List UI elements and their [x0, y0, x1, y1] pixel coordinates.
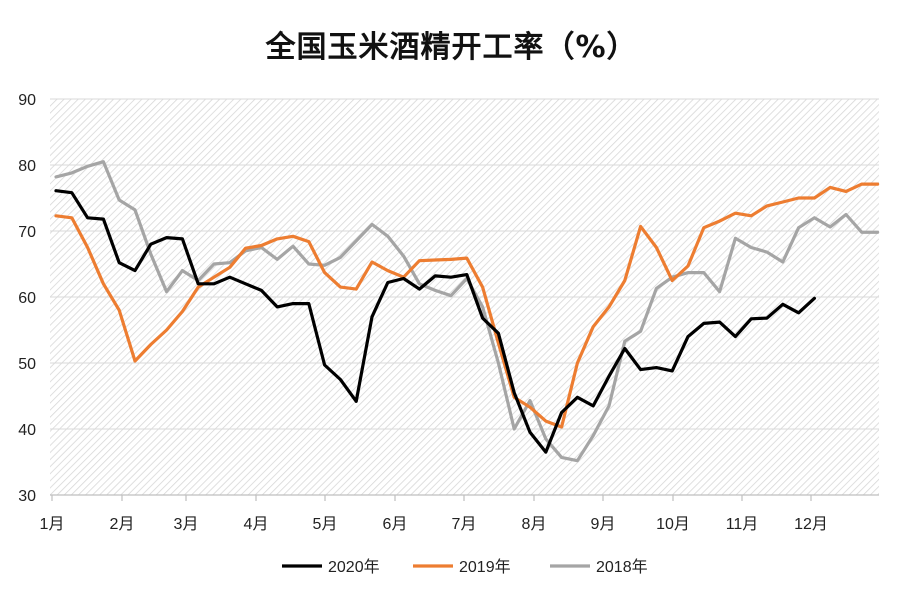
y-tick-label: 80 [18, 158, 36, 175]
series-line-2019年 [54, 182, 880, 429]
series-lines [54, 160, 880, 463]
x-tick-label: 9月 [591, 516, 616, 533]
x-tick-label: 2月 [110, 516, 135, 533]
legend: 2020年 2019年 2018年 [282, 558, 648, 576]
x-tick-label: 5月 [313, 516, 338, 533]
series-line-2020年 [54, 189, 817, 454]
gridlines [50, 98, 879, 430]
legend-label: 2019年 [459, 558, 511, 576]
y-tick-label: 50 [18, 356, 36, 373]
y-tick-label: 30 [18, 488, 36, 505]
y-tick-label: 90 [18, 92, 36, 109]
y-tick-label: 70 [18, 224, 36, 241]
x-tick-label: 3月 [174, 516, 199, 533]
x-tick-label: 8月 [522, 516, 547, 533]
x-tick-label: 1月 [40, 516, 65, 533]
axes: 30 40 50 60 70 80 90 1月 2月 3月 4月 5月 6月 7月 8月 9月 10月 11月 12… [18, 92, 879, 533]
x-tick-label: 12月 [794, 516, 828, 533]
x-tick-label: 7月 [452, 516, 477, 533]
x-tick-label: 10月 [656, 516, 690, 533]
y-tick-label: 40 [18, 422, 36, 439]
legend-label: 2020年 [328, 558, 380, 576]
y-tick-label: 60 [18, 290, 36, 307]
chart-title: 全国玉米酒精开工率（%） [265, 30, 638, 65]
x-tick-label: 11月 [726, 516, 759, 533]
x-tick-label: 6月 [383, 516, 408, 533]
legend-label: 2018年 [596, 558, 648, 576]
x-tick-label: 4月 [244, 516, 269, 533]
